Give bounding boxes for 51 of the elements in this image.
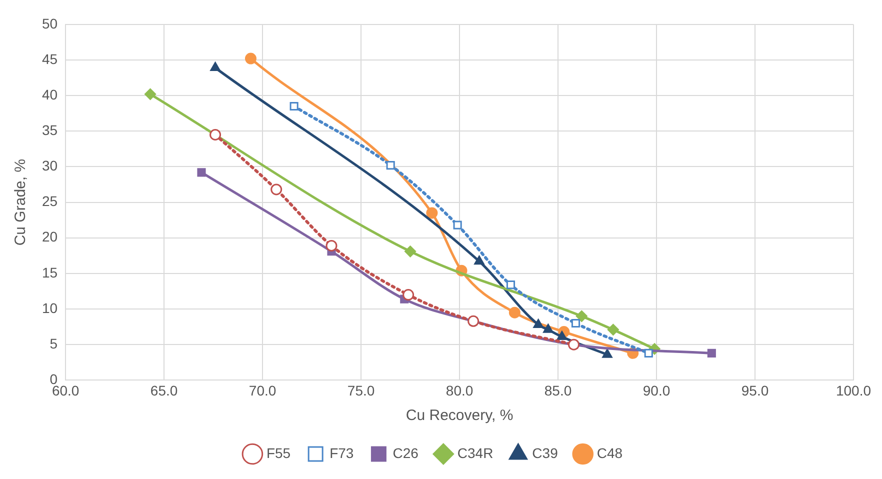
point [404, 246, 416, 258]
point [270, 184, 282, 196]
point [602, 348, 612, 358]
point [290, 102, 298, 111]
point [474, 256, 484, 265]
point [607, 324, 619, 336]
point [210, 128, 222, 140]
x-tick-label: 100.0 [836, 382, 872, 398]
point [326, 240, 338, 252]
point [533, 318, 544, 328]
point [453, 220, 462, 230]
y-tick-label: 35 [42, 122, 58, 138]
x-tick-label: 90.0 [642, 382, 670, 398]
y-tick-label: 40 [42, 86, 58, 102]
point [644, 348, 653, 358]
point [386, 161, 395, 170]
legend-label: C48 [596, 444, 623, 461]
legend-label: C34R [457, 444, 494, 461]
y-tick-label: 15 [42, 264, 58, 280]
y-axis-title: Cu Grade, % [12, 158, 30, 246]
legend-label: C39 [532, 444, 558, 461]
point [707, 348, 716, 358]
point [197, 168, 206, 177]
point [402, 289, 414, 301]
y-tick-label: 50 [42, 15, 58, 32]
point [543, 324, 554, 333]
point [576, 310, 588, 322]
point [144, 88, 156, 100]
legend-label: F55 [266, 444, 291, 461]
point [556, 331, 568, 340]
point [506, 280, 516, 290]
x-tick-label: 75.0 [347, 382, 375, 398]
x-tick-label: 70.0 [248, 382, 276, 398]
legend-label: C26 [392, 444, 419, 461]
x-tick-label: 85.0 [544, 382, 572, 398]
y-tick-label: 25 [42, 193, 58, 210]
y-tick-label: 30 [42, 158, 58, 174]
x-tick-label: 65.0 [150, 382, 178, 398]
y-tick-label: 45 [42, 50, 58, 67]
x-axis-title: Cu Recovery, % [406, 407, 514, 424]
x-tick-label: 95.0 [741, 382, 769, 398]
point [571, 318, 580, 328]
y-tick-label: 5 [50, 335, 58, 352]
x-tick-label: 80.0 [446, 382, 474, 398]
y-tick-label: 20 [42, 228, 58, 245]
point [508, 306, 520, 318]
y-tick-label: 10 [42, 300, 58, 316]
point [426, 207, 438, 219]
legend-label: F73 [330, 444, 354, 461]
point [210, 62, 220, 72]
point [244, 52, 256, 64]
